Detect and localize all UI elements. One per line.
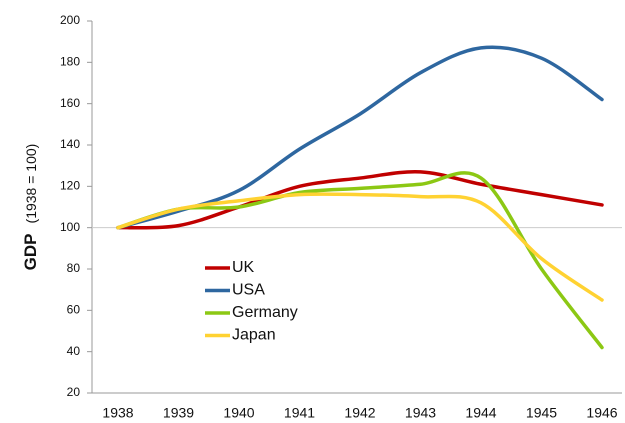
series-line bbox=[116, 45, 604, 230]
x-tick-label: 1941 bbox=[284, 405, 315, 421]
y-tick-label: 120 bbox=[60, 179, 80, 193]
x-tick-label: 1944 bbox=[465, 405, 496, 421]
x-tick-label: 1940 bbox=[223, 405, 254, 421]
x-tick-label: 1946 bbox=[586, 405, 617, 421]
series-line bbox=[116, 192, 604, 302]
x-tick-label: 1942 bbox=[344, 405, 375, 421]
legend-label: USA bbox=[232, 282, 265, 299]
y-axis-label: GDP (1938 = 100) bbox=[21, 144, 40, 271]
x-tick-label: 1938 bbox=[102, 405, 133, 421]
y-tick-label: 60 bbox=[67, 303, 81, 317]
series-line bbox=[116, 169, 604, 230]
x-tick-label: 1945 bbox=[526, 405, 557, 421]
series-line bbox=[116, 171, 604, 350]
x-tick-label: 1939 bbox=[163, 405, 194, 421]
y-tick-label: 40 bbox=[67, 344, 81, 358]
y-tick-label: 160 bbox=[60, 96, 80, 110]
y-tick-label: 140 bbox=[60, 137, 80, 151]
y-tick-label: 80 bbox=[67, 261, 81, 275]
legend-label: Germany bbox=[232, 304, 298, 321]
legend-label: UK bbox=[232, 259, 255, 276]
y-tick-label: 20 bbox=[67, 385, 81, 399]
y-tick-label: 100 bbox=[60, 220, 80, 234]
y-tick-label: 180 bbox=[60, 55, 80, 69]
y-label-note: (1938 = 100) bbox=[23, 144, 39, 224]
x-tick-label: 1943 bbox=[405, 405, 436, 421]
legend-label: Japan bbox=[232, 327, 276, 344]
y-tick-label: 200 bbox=[60, 13, 80, 27]
y-label-main: GDP bbox=[21, 233, 40, 270]
